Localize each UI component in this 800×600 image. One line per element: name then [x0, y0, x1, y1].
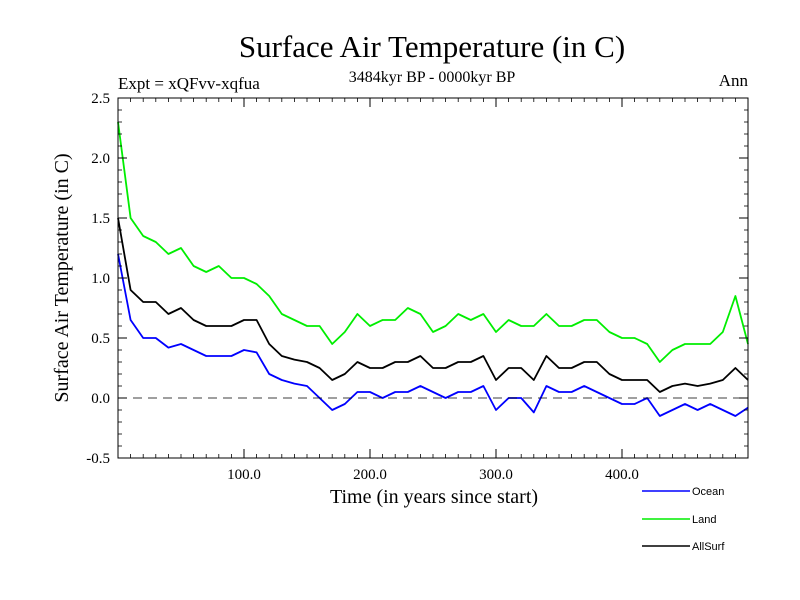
tick-labels: 100.0 200.0 300.0 400.0 -0.5 0.0 0.5 1.0 1.5 2.0 2… [86, 91, 639, 483]
x-tick-label: 400.0 [605, 467, 639, 483]
season-label: Ann [719, 71, 749, 90]
x-tick-label: 100.0 [227, 467, 261, 483]
y-tick-label: 0.0 [91, 391, 110, 407]
y-tick-label: -0.5 [86, 451, 110, 467]
plot-frame [117, 97, 749, 459]
series-group [117, 121, 749, 417]
y-axis-label: Surface Air Temperature (in C) [51, 153, 73, 402]
series-line-ocean [117, 253, 749, 417]
x-tick-label: 200.0 [353, 467, 387, 483]
x-tick-label: 300.0 [479, 467, 513, 483]
y-tick-label: 1.0 [91, 271, 110, 287]
legend-label-land: Land [692, 514, 716, 526]
plot-area: 100.0 200.0 300.0 400.0 -0.5 0.0 0.5 1.0 1.5 2.0 2… [86, 91, 749, 483]
legend-label-allsurf: AllSurf [692, 541, 725, 553]
major-ticks [118, 97, 748, 459]
series-line-land [117, 121, 749, 363]
series-line-allsurf [117, 217, 749, 393]
minor-ticks [118, 98, 748, 458]
y-tick-label: 2.0 [91, 151, 110, 167]
legend-label-ocean: Ocean [692, 486, 724, 498]
chart-title: Surface Air Temperature (in C) [239, 29, 625, 64]
y-tick-label: 2.5 [91, 91, 110, 107]
y-tick-label: 0.5 [91, 331, 110, 347]
legend: Ocean Land AllSurf [642, 486, 725, 553]
y-tick-label: 1.5 [91, 211, 110, 227]
expt-label: Expt = xQFvv-xqfua [118, 74, 260, 93]
chart-subtitle: 3484kyr BP - 0000kyr BP [349, 69, 516, 86]
x-axis-label: Time (in years since start) [330, 486, 538, 508]
